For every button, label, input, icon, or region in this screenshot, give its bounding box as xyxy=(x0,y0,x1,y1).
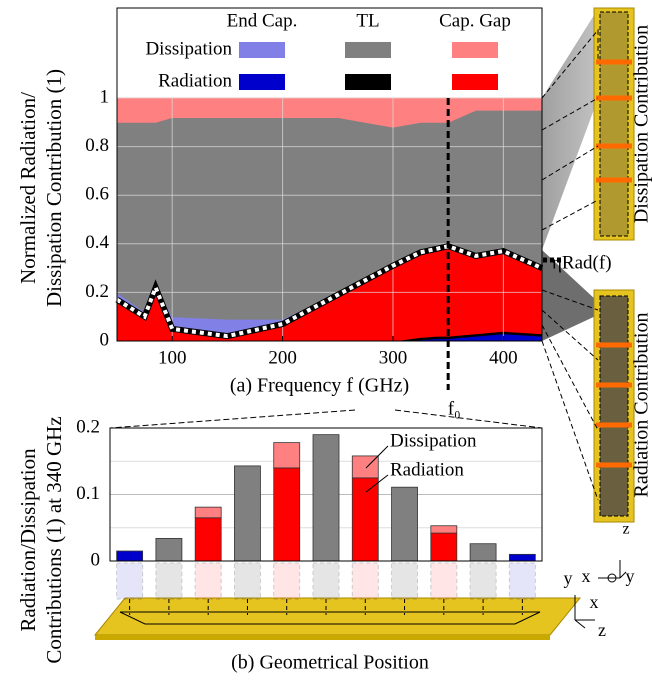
label: x xyxy=(590,592,599,612)
bar-ghost xyxy=(274,563,300,599)
label: Dissipation Contribution xyxy=(631,25,652,223)
label: 0.2 xyxy=(76,416,100,437)
label: 1 xyxy=(100,86,110,107)
label: (b) Geometrical Position xyxy=(231,652,429,674)
label: 0.2 xyxy=(85,281,109,302)
label: x xyxy=(582,566,591,586)
label: Radiation/Dissipation xyxy=(16,448,40,632)
label: y xyxy=(626,566,635,586)
legend-swatch xyxy=(239,74,285,90)
label: Radiation Contribution xyxy=(631,313,652,498)
label: 0.1 xyxy=(76,483,100,504)
label: y xyxy=(564,568,573,588)
legend-swatch xyxy=(452,42,498,58)
bar-segment xyxy=(234,466,260,561)
bar-ghost xyxy=(392,563,418,599)
label: TL xyxy=(356,10,379,31)
label: Contributions (1) at 340 GHz xyxy=(42,416,66,663)
bar-segment xyxy=(352,478,378,561)
label: 100 xyxy=(158,347,187,368)
bar-ghost xyxy=(509,563,535,599)
bar-segment xyxy=(195,518,221,561)
label: 300 xyxy=(379,347,408,368)
label: Radiation xyxy=(390,459,464,480)
label: 0.6 xyxy=(85,184,109,205)
bar-ghost xyxy=(352,563,378,599)
legend-swatch xyxy=(345,74,391,90)
legend-swatch xyxy=(452,74,498,90)
label: z xyxy=(622,521,629,538)
bar-segment xyxy=(117,551,143,561)
bar-segment xyxy=(431,526,457,533)
label: 0.4 xyxy=(85,232,109,253)
bar-segment xyxy=(195,507,221,518)
label: z xyxy=(598,620,606,640)
label: (a) Frequency f (GHz) xyxy=(230,375,409,397)
figure: 100 200 300 400 0 0.2 0.4 0.6 0.8 1 Normalized Rad… xyxy=(0,0,652,683)
label: Dissipation xyxy=(145,38,232,59)
bar-ghost xyxy=(431,563,457,599)
label: Cap. Gap xyxy=(439,10,511,31)
legend-swatch xyxy=(345,42,391,58)
bar-ghost xyxy=(156,563,182,599)
bar-segment xyxy=(274,443,300,468)
legend-swatch xyxy=(239,42,285,58)
bar-segment xyxy=(509,554,535,561)
bar-segment xyxy=(392,487,418,561)
bar-ghost xyxy=(195,563,221,599)
bar-segment xyxy=(313,435,339,561)
label: 0 xyxy=(100,329,110,350)
bar-segment xyxy=(274,468,300,561)
label: 0 xyxy=(91,549,101,570)
label: 400 xyxy=(489,347,518,368)
label: End Cap. xyxy=(227,10,298,31)
label: Radiation xyxy=(158,70,232,91)
bar-segment xyxy=(470,544,496,561)
bar-ghost xyxy=(313,563,339,599)
label: Dissipation xyxy=(390,430,477,451)
label: Dissipation Contribution (1) xyxy=(42,69,66,307)
label: 0.8 xyxy=(85,135,109,156)
bar-segment xyxy=(431,533,457,561)
bar-ghost xyxy=(470,563,496,599)
bar-ghost xyxy=(117,563,143,599)
label: Normalized Radiation/ xyxy=(16,92,40,284)
label: 200 xyxy=(268,347,297,368)
bar-ghost xyxy=(234,563,260,599)
label: f₀ xyxy=(448,398,461,419)
label: ηRad(f) xyxy=(552,252,612,273)
bar-segment xyxy=(156,538,182,561)
